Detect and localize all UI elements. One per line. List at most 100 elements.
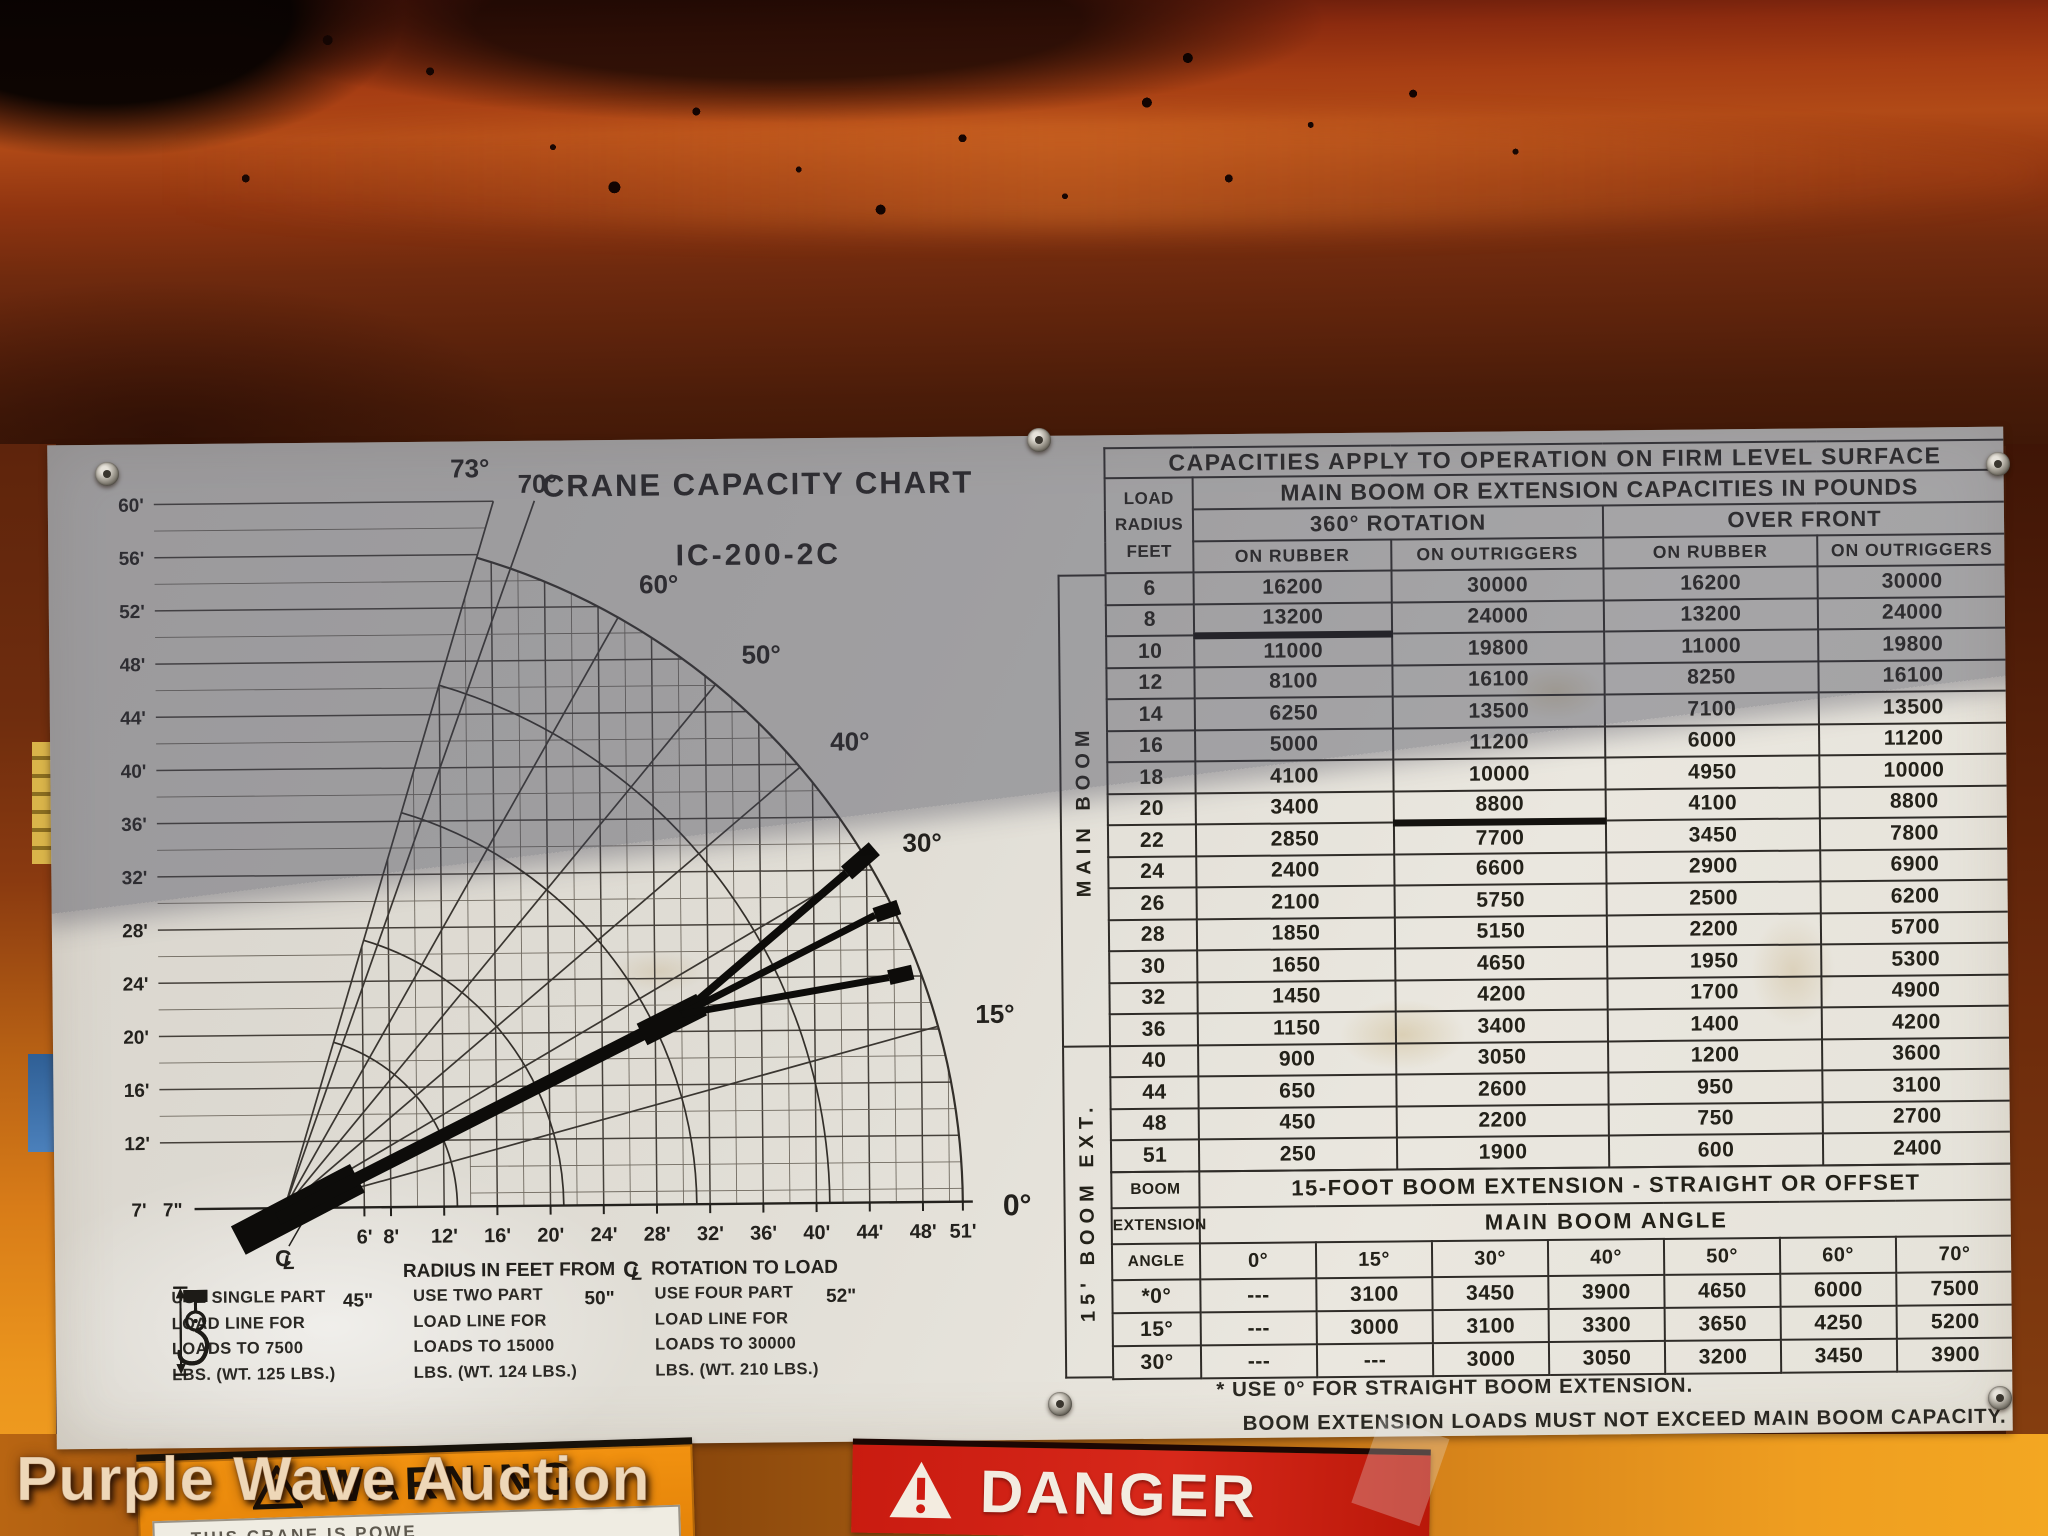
ext-angle-header: 70° — [1895, 1235, 2013, 1273]
warning-triangle-icon — [251, 1464, 304, 1510]
capacity-cell: 1700 — [1607, 975, 1822, 1010]
capacity-cell: 30000 — [1817, 564, 2007, 598]
capacity-cell: 11000 — [1194, 633, 1393, 667]
svg-text:60°: 60° — [639, 569, 679, 599]
capacity-cell: 10000 — [1393, 757, 1606, 792]
ext-capacity-cell: 3050 — [1548, 1340, 1666, 1376]
ext-capacity-cell: 3200 — [1664, 1339, 1782, 1374]
radius-cell: 18 — [1107, 761, 1196, 794]
dimension-arrow-icon — [173, 1286, 189, 1376]
svg-text:7": 7" — [163, 1200, 183, 1221]
svg-text:44': 44' — [120, 708, 146, 729]
svg-text:40°: 40° — [830, 726, 870, 756]
ext-capacity-cell: 4650 — [1664, 1273, 1781, 1308]
radius-cell: 24 — [1108, 855, 1197, 889]
capacity-cell: 2600 — [1396, 1072, 1609, 1106]
capacity-placard: 15° 30° 40° 50° 60° 70° 73° 0° 6' 8' 12' 16' 20' 24' 2… — [47, 426, 2013, 1450]
capacity-cell: 2400 — [1822, 1131, 2013, 1165]
capacity-cell: 16100 — [1392, 662, 1605, 697]
capacity-chart: 15° 30° 40° 50° 60° 70° 73° 0° 6' 8' 12' 16' 20' 24' 2… — [47, 436, 1087, 1450]
radius-cell: 32 — [1109, 981, 1198, 1015]
dimension-label: 52" — [826, 1285, 857, 1307]
screw-top-right — [1986, 452, 2010, 476]
capacity-cell: 2400 — [1196, 854, 1395, 888]
capacity-cell: 4100 — [1195, 759, 1394, 793]
svg-text:12': 12' — [431, 1226, 458, 1248]
capacity-cell: 8800 — [1819, 785, 2009, 819]
radius-header: LOAD RADIUS FEET — [1104, 477, 1194, 574]
svg-text:8': 8' — [383, 1226, 399, 1248]
capacity-cell: 1900 — [1396, 1135, 1610, 1169]
ext-angle-cell: 30° — [1112, 1345, 1202, 1380]
capacity-cell: 4900 — [1821, 974, 2011, 1008]
capacity-cell: 3100 — [1822, 1068, 2012, 1102]
capacity-cell: 900 — [1198, 1042, 1397, 1077]
svg-text:20': 20' — [123, 1028, 149, 1049]
svg-text:16': 16' — [124, 1081, 150, 1102]
capacity-cell: 8800 — [1393, 788, 1606, 823]
screw-top-left — [95, 462, 119, 486]
ext-angle-header: 0° — [1199, 1242, 1317, 1280]
capacity-cell: 6900 — [1820, 848, 2010, 882]
chart-title: CRANE CAPACITY CHART — [541, 464, 974, 504]
svg-text:36': 36' — [121, 815, 147, 836]
capacity-cell: 6000 — [1604, 723, 1820, 758]
capacity-cell: 11000 — [1604, 629, 1819, 663]
capacity-cell: 6200 — [1820, 879, 2010, 913]
svg-text:44': 44' — [856, 1221, 883, 1243]
svg-text:15°: 15° — [975, 999, 1015, 1029]
svg-text:50°: 50° — [741, 639, 781, 669]
capacity-cell: 11200 — [1393, 725, 1606, 760]
hook-block-icon — [177, 1289, 210, 1366]
capacity-cell: 24000 — [1817, 596, 2008, 630]
svg-text:56': 56' — [119, 549, 145, 570]
watermark: Purple Wave Auction — [16, 1445, 651, 1515]
ext-angle-cell: *0° — [1112, 1279, 1201, 1314]
capacity-cell: 1650 — [1197, 948, 1396, 982]
svg-text:36': 36' — [750, 1222, 777, 1244]
radius-cell: 44 — [1110, 1076, 1199, 1109]
svg-text:48': 48' — [910, 1221, 937, 1243]
svg-text:28': 28' — [122, 921, 148, 942]
svg-text:73°: 73° — [450, 453, 490, 483]
capacity-cell: 13200 — [1603, 597, 1819, 632]
capacity-cell: 8250 — [1604, 660, 1819, 695]
ext-capacity-cell: 7500 — [1896, 1271, 2013, 1306]
footnote-2: BOOM EXTENSION LOADS MUST NOT EXCEED MAI… — [1242, 1404, 2007, 1435]
radius-cell: 40 — [1110, 1044, 1199, 1078]
capacity-cell: 6600 — [1394, 851, 1607, 886]
svg-text:32': 32' — [697, 1223, 724, 1245]
ext-capacity-cell: --- — [1200, 1311, 1317, 1346]
capacity-cell: 5150 — [1394, 914, 1608, 949]
warning-sign: WARNING THIS CRANE IS POWE — [136, 1437, 696, 1536]
screw-top-middle — [1027, 428, 1051, 452]
capacity-cell: 650 — [1198, 1074, 1397, 1108]
radius-cell: 20 — [1107, 792, 1196, 826]
radius-cell: 26 — [1108, 887, 1197, 920]
ext-angle-header: 60° — [1779, 1236, 1897, 1274]
extension-table: BOOM 15-FOOT BOOM EXTENSION - STRAIGHT O… — [1110, 1163, 2013, 1381]
ext-capacity-cell: 3100 — [1316, 1277, 1433, 1312]
capacity-cell: 16100 — [1818, 659, 2008, 693]
capacity-cell: 1200 — [1608, 1038, 1823, 1073]
ext-capacity-cell: 3100 — [1432, 1309, 1549, 1344]
capacity-cell: 13500 — [1818, 690, 2009, 724]
radius-cell: 36 — [1109, 1013, 1199, 1046]
radius-cell: 6 — [1105, 572, 1194, 605]
capacity-cell: 7700 — [1393, 820, 1607, 854]
capacity-cell: 750 — [1608, 1101, 1823, 1136]
capacity-cell: 3400 — [1395, 1009, 1609, 1043]
ext-capacity-cell: 3450 — [1432, 1276, 1549, 1311]
svg-text:ROTATION TO LOAD: ROTATION TO LOAD — [651, 1257, 838, 1280]
screw-bottom-right — [1988, 1386, 2012, 1410]
capacity-cell: 5300 — [1821, 942, 2011, 976]
svg-text:C: C — [623, 1257, 639, 1282]
capacity-cell: 2200 — [1606, 912, 1822, 947]
capacity-cell: 2200 — [1396, 1103, 1609, 1138]
radius-cell: 30 — [1109, 950, 1198, 983]
crane-body-left — [0, 444, 56, 1536]
capacity-cell: 8100 — [1194, 665, 1393, 699]
ext-capacity-cell: --- — [1200, 1344, 1318, 1379]
capacity-cell: 2100 — [1196, 885, 1395, 919]
capacity-cell: 4100 — [1605, 786, 1820, 821]
